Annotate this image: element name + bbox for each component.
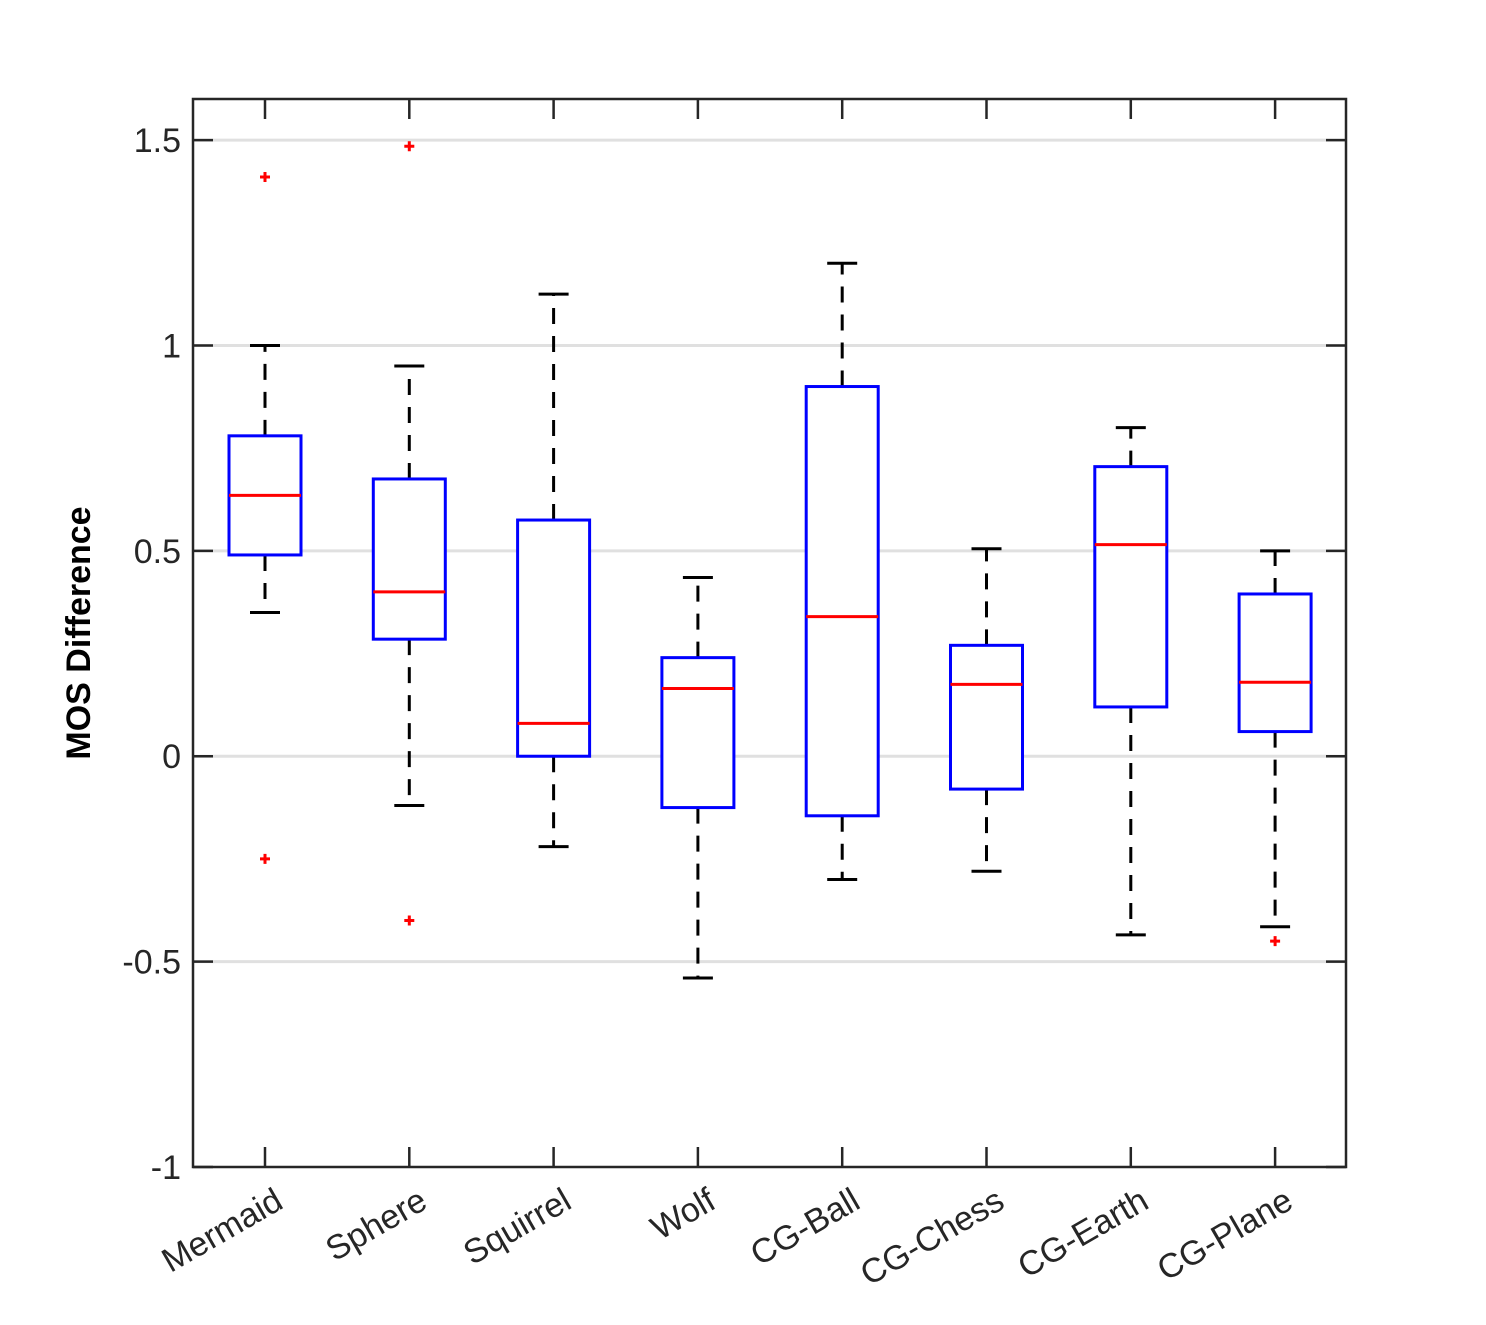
outlier-marker	[260, 853, 270, 864]
y-axis-label: MOS Difference	[60, 506, 98, 759]
y-tick-label: 0.5	[134, 533, 181, 571]
box-group	[804, 261, 880, 881]
axes-frame	[191, 97, 1348, 1169]
y-tick-label: -1	[151, 1149, 181, 1187]
box-group	[516, 292, 592, 849]
box-group	[1237, 549, 1313, 947]
box-group	[227, 172, 303, 864]
box-group	[371, 141, 447, 926]
outlier-marker	[1270, 936, 1281, 947]
iqr-box	[371, 477, 447, 641]
iqr-box	[1237, 592, 1313, 734]
outlier-marker	[404, 141, 415, 152]
y-tick-label: -0.5	[122, 944, 181, 982]
iqr-box	[516, 518, 592, 758]
y-tick-label: 1.5	[134, 122, 181, 160]
iqr-box	[949, 643, 1024, 791]
box-group	[1093, 426, 1169, 937]
iqr-box	[1093, 465, 1169, 709]
iqr-box	[660, 656, 736, 810]
iqr-box	[804, 385, 880, 818]
boxes	[227, 141, 1313, 980]
outlier-marker	[404, 915, 415, 926]
y-tick-label: 0	[162, 738, 181, 776]
box-group	[660, 576, 736, 980]
y-tick-label: 1	[162, 327, 181, 365]
plot-area	[193, 99, 1346, 1167]
outlier-marker	[260, 172, 270, 183]
box-group	[949, 547, 1024, 873]
